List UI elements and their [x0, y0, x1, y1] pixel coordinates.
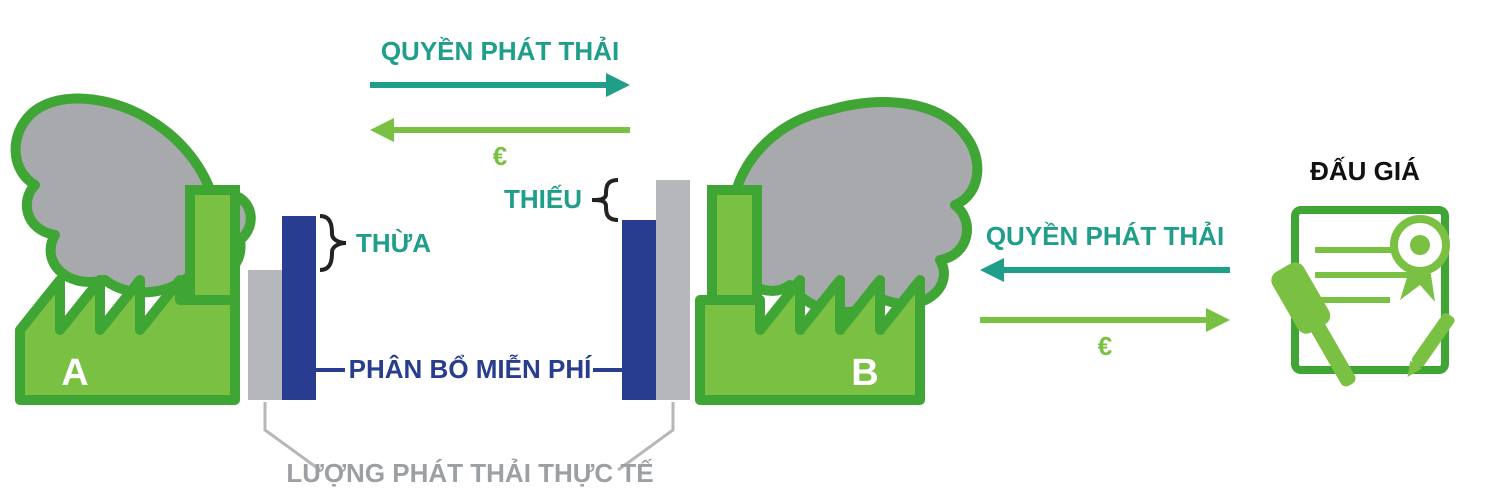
chimney-b: [712, 190, 757, 300]
auction-top-label: QUYỀN PHÁT THẢI: [986, 221, 1224, 251]
bar-b-allocation: [622, 220, 656, 400]
actual-emissions-label: LƯỢNG PHÁT THẢI THỰC TẾ: [286, 458, 653, 488]
factory-a-body: [20, 280, 235, 400]
chimney-a: [190, 190, 235, 300]
exchange-top-label: QUYỀN PHÁT THẢI: [381, 36, 619, 66]
free-alloc: PHÂN BỔ MIỄN PHÍ: [316, 354, 622, 384]
exchange-arrow-top-head: [606, 73, 630, 97]
deficit-brace: THIẾU: [504, 180, 618, 220]
bars-a: [248, 216, 316, 400]
auction-arrows: QUYỀN PHÁT THẢI €: [980, 221, 1230, 361]
auction-icon: ĐẤU GIÁ: [1268, 156, 1457, 394]
auction-arrow-bottom-head: [1206, 308, 1230, 332]
auction-arrow-top-head: [980, 258, 1004, 282]
exchange-arrows: QUYỀN PHÁT THẢI €: [370, 36, 630, 171]
exchange-arrow-bottom-head: [370, 118, 394, 142]
deficit-label: THIẾU: [504, 184, 582, 214]
surplus-label: THỪA: [356, 228, 431, 258]
surplus-brace: THỪA: [320, 216, 431, 270]
factory-b: B: [700, 102, 977, 400]
factory-b-letter: B: [851, 352, 878, 394]
bar-a-emissions: [248, 270, 282, 400]
auction-title: ĐẤU GIÁ: [1310, 156, 1420, 186]
factory-a-letter: A: [61, 352, 88, 394]
bar-b-emissions: [656, 180, 690, 400]
factory-a: A: [16, 99, 251, 400]
exchange-bottom-label: €: [493, 141, 507, 171]
bars-b: [622, 180, 690, 400]
auction-bottom-label: €: [1098, 331, 1112, 361]
ets-diagram: A THỪA B THIẾU QUYỀN PHÁT THẢI €: [0, 0, 1500, 501]
bar-a-allocation: [282, 216, 316, 400]
free-alloc-label: PHÂN BỔ MIỄN PHÍ: [349, 354, 592, 384]
smoke-b: [724, 102, 977, 312]
actual-emissions: LƯỢNG PHÁT THẢI THỰC TẾ: [265, 402, 673, 488]
